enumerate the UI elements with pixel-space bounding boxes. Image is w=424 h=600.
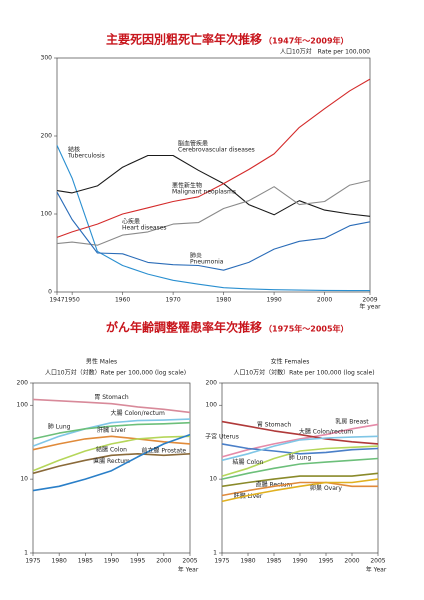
x-tick-label: 2000 [317,297,332,304]
x-axis-label: 年 year [359,303,381,311]
chart-subtitle: （1947年〜2009年） [264,36,349,46]
x-tick-label: 1980 [240,558,255,565]
series-label: 大腸 Colon/rectum [111,409,165,417]
data-line [32,418,191,447]
y-tick-label: 0 [48,289,52,296]
x-tick-label: 2000 [344,558,359,565]
data-line [221,445,379,477]
series-label: 直腸 Rectum [256,481,293,489]
data-line [32,398,191,414]
x-tick-label: 1985 [266,558,281,565]
data-line [221,423,379,458]
series-label-en: Heart diseases [122,225,167,232]
data-line [56,145,370,292]
y-tick-label: 200 [17,380,29,387]
x-tick-label: 1985 [78,558,93,565]
series-label: 結腸 Colon [96,445,127,453]
x-tick-label: 1975 [25,558,40,565]
series-label: 乳房 Breast [335,417,369,425]
series-label: 肺 Lung [48,424,71,431]
data-line [221,478,379,503]
y-axis-label: 人口10万対（対数）Rate per 100,000 (log scale) [233,369,374,377]
x-tick-label: 2005 [370,558,385,565]
x-tick-label: 1990 [292,558,307,565]
y-axis-label: 人口10万対（対数）Rate per 100,000 (log scale) [45,369,186,377]
x-tick-label: 2005 [182,558,197,565]
x-tick-label: 1995 [318,558,333,565]
series-label: 子宮 Uterus [205,432,239,440]
y-tick-label: 100 [41,211,53,218]
series-label-en: Cerebrovascular diseases [178,147,255,154]
x-tick-label: 1975 [214,558,229,565]
data-line [56,179,371,246]
series-label: 心疾患 [122,218,140,226]
data-line [32,433,191,492]
x-tick-label: 2009 [362,297,377,304]
x-tick-label: 1980 [52,558,67,565]
series-label: 結核 [68,146,80,154]
y-tick-label: 200 [41,133,53,140]
panel-title: 女性 Females [271,358,310,366]
data-line [221,457,379,480]
data-line [221,420,379,445]
series-label: 大腸 Colon/rectum [299,428,353,436]
data-line [32,421,191,440]
series-label-en: Pneumonia [190,259,224,266]
x-tick-label: 1990 [266,297,281,304]
data-line [32,435,191,451]
series-label: 悪性新生物 [172,182,202,190]
series-label: 肝臓 Liver [97,426,126,434]
y-axis-label: 人口10万対 Rate per 100,000 [280,48,370,56]
series-label: 前立腺 Prostate [142,446,187,454]
data-line [221,481,378,497]
x-tick-label: 1970 [165,297,180,304]
panel-title: 男性 Males [86,358,117,366]
series-label: 胃 Stomach [257,421,292,428]
y-tick-label: 300 [41,55,53,62]
data-line [221,435,379,462]
data-line [221,472,379,488]
data-line [56,191,371,271]
plot-frame [56,57,371,293]
series-label: 肺炎 [190,253,202,260]
x-tick-label: 1950 [65,297,80,304]
y-tick-label: 1 [213,550,217,557]
data-line [56,78,371,238]
y-tick-label: 10 [209,476,217,483]
series-label-en: Tuberculosis [67,153,105,160]
y-tick-label: 1 [24,550,28,557]
data-line [32,435,191,472]
x-tick-label: 1995 [130,558,145,565]
section-title: がん年齢調整罹患率年次推移 [106,320,262,335]
y-tick-label: 100 [206,402,218,409]
x-tick-label: 2000 [156,558,171,565]
x-tick-label: 1947 [49,297,64,304]
series-label: 直腸 Rectum [93,457,130,465]
series-label: 胃 Stomach [94,394,129,401]
y-tick-label: 10 [20,476,28,483]
x-axis-label: 年 Year [178,566,199,574]
series-label-en: Malignant neoplasms [172,189,236,196]
x-axis-label: 年 Year [366,566,387,574]
x-tick-label: 1980 [216,297,231,304]
data-line [32,453,191,475]
x-tick-label: 1990 [104,558,119,565]
section-subtitle: （1975年〜2005年） [264,324,349,334]
y-tick-label: 100 [17,402,29,409]
series-label: 脳血管疾患 [178,140,208,148]
series-label: 卵巣 Ovary [310,484,342,492]
chart-title: 主要死因別粗死亡率年次推移 [106,32,262,47]
series-label: 肺 Lung [289,455,312,462]
data-line [56,154,371,217]
data-line [221,443,379,455]
x-tick-label: 1960 [115,297,130,304]
series-label: 結腸 Colon [233,458,264,466]
y-tick-label: 200 [206,380,218,387]
